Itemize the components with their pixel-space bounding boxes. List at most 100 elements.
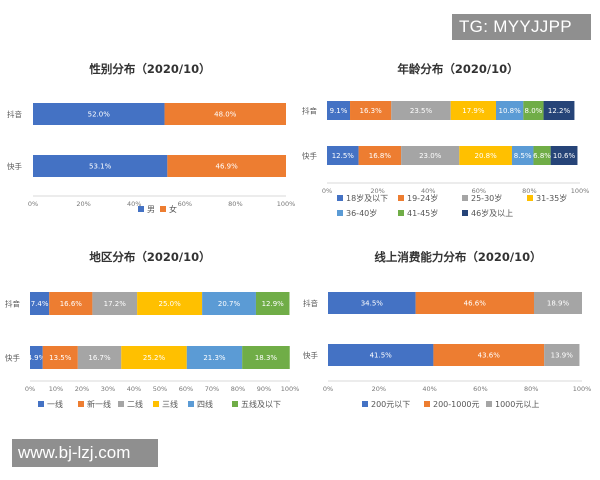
data-label: 8.0%	[525, 107, 543, 115]
chart-1: 性别分布（2020/10） 0% 20% 40% 60% 80% 100% 抖音 52.0% 48…	[7, 62, 295, 214]
legend-label: 男	[147, 205, 155, 214]
data-label: 10.8%	[499, 107, 522, 115]
legend-swatch	[160, 206, 166, 212]
category-label: 快手	[303, 350, 318, 360]
legend-swatch	[337, 195, 343, 201]
x-tick-label: 60%	[178, 200, 192, 208]
data-label: 13.5%	[49, 354, 72, 362]
data-label: 12.9%	[262, 300, 285, 308]
chart-title: 地区分布（2020/10）	[89, 250, 210, 264]
data-label: 16.6%	[60, 300, 83, 308]
data-label: 25.2%	[143, 354, 166, 362]
data-label: 17.2%	[104, 300, 127, 308]
x-tick-label: 80%	[524, 385, 538, 393]
legend-swatch	[486, 401, 492, 407]
legend-swatch	[188, 401, 194, 407]
data-label: 46.9%	[216, 163, 239, 171]
x-tick-label: 100%	[573, 385, 592, 393]
data-label: 12.5%	[332, 152, 355, 160]
data-label: 20.7%	[218, 300, 241, 308]
data-label: 46.6%	[464, 300, 487, 308]
legend-swatch	[527, 195, 533, 201]
chart-2: 年龄分布（2020/10）0% 20% 40% 60% 80% 100%抖音 9.1% 16.…	[302, 62, 589, 218]
data-label: 41.5%	[370, 352, 393, 360]
data-label: 18.9%	[547, 300, 570, 308]
x-tick-label: 100%	[277, 200, 296, 208]
data-label: 43.6%	[478, 352, 501, 360]
category-label: 快手	[7, 161, 22, 171]
category-label: 抖音	[7, 109, 22, 119]
legend-swatch	[398, 210, 404, 216]
category-label: 快手	[302, 151, 317, 161]
x-tick-label: 60%	[473, 385, 487, 393]
x-tick-label: 20%	[75, 385, 89, 393]
x-tick-label: 70%	[205, 385, 219, 393]
chart-title: 线上消费能力分布（2020/10）	[374, 250, 541, 264]
data-label: 12.2%	[548, 107, 571, 115]
legend-swatch	[424, 401, 430, 407]
legend-label: 新一线	[87, 399, 111, 409]
legend-swatch	[462, 210, 468, 216]
x-tick-label: 0%	[322, 187, 332, 195]
x-tick-label: 80%	[228, 200, 242, 208]
data-label: 25.0%	[158, 300, 181, 308]
x-tick-label: 80%	[522, 187, 536, 195]
data-label: 20.8%	[475, 152, 498, 160]
data-label: 16.3%	[360, 107, 383, 115]
category-label: 抖音	[302, 106, 317, 116]
legend-swatch	[362, 401, 368, 407]
data-label: 17.9%	[462, 107, 485, 115]
x-tick-label: 80%	[231, 385, 245, 393]
legend-swatch	[462, 195, 468, 201]
legend-label: 36-40岁	[346, 208, 377, 218]
data-label: 9.1%	[330, 107, 348, 115]
x-tick-label: 10%	[49, 385, 63, 393]
legend-swatch	[118, 401, 124, 407]
legend-swatch	[153, 401, 159, 407]
legend-label: 25-30岁	[471, 193, 502, 203]
data-label: 48.0%	[214, 111, 237, 119]
data-label: 16.7%	[88, 354, 111, 362]
legend-label: 五线及以下	[241, 399, 281, 409]
legend-label: 19-24岁	[407, 193, 438, 203]
chart-3: 地区分布（2020/10） 0% 10% 20% 30% 40% 50% 60% 70% 80% 9…	[5, 250, 299, 409]
data-label: 52.0%	[88, 111, 111, 119]
data-label: 23.5%	[410, 107, 433, 115]
data-label: 8.5%	[514, 152, 532, 160]
x-tick-label: 60%	[179, 385, 193, 393]
legend-label: 女	[169, 204, 177, 214]
legend-swatch	[232, 401, 238, 407]
x-tick-label: 90%	[257, 385, 271, 393]
legend-label: 41-45岁	[407, 208, 438, 218]
x-tick-label: 0%	[25, 385, 35, 393]
legend-swatch	[78, 401, 84, 407]
chart-4: 线上消费能力分布（2020/10） 0% 20% 40% 60% 80% 100% 抖音 34.…	[303, 250, 591, 409]
data-label: 13.9%	[551, 352, 574, 360]
legend-label: 1000元以上	[495, 400, 539, 409]
x-tick-label: 20%	[372, 385, 386, 393]
legend-label: 46岁及以上	[471, 208, 513, 218]
chart-title: 性别分布（2020/10）	[89, 62, 210, 76]
data-label: 10.6%	[553, 152, 576, 160]
data-label: 6.8%	[533, 152, 551, 160]
x-tick-label: 0%	[28, 200, 38, 208]
x-tick-label: 0%	[323, 385, 333, 393]
legend-swatch	[337, 210, 343, 216]
legend-label: 三线	[162, 399, 178, 409]
legend-label: 31-35岁	[536, 193, 567, 203]
legend-swatch	[138, 206, 144, 212]
x-tick-label: 30%	[101, 385, 115, 393]
x-tick-label: 100%	[281, 385, 300, 393]
legend-label: 二线	[127, 399, 143, 409]
chart-title: 年龄分布（2020/10）	[397, 62, 518, 76]
data-label: 7.4%	[31, 300, 49, 308]
legend-swatch	[398, 195, 404, 201]
category-label: 抖音	[5, 299, 20, 309]
legend-label: 200元以下	[371, 400, 410, 409]
data-label: 21.3%	[203, 354, 226, 362]
category-label: 抖音	[303, 298, 318, 308]
legend-label: 一线	[47, 399, 63, 409]
x-tick-label: 40%	[422, 385, 436, 393]
data-label: 18.3%	[255, 354, 278, 362]
legend-label: 200-1000元	[433, 400, 480, 409]
